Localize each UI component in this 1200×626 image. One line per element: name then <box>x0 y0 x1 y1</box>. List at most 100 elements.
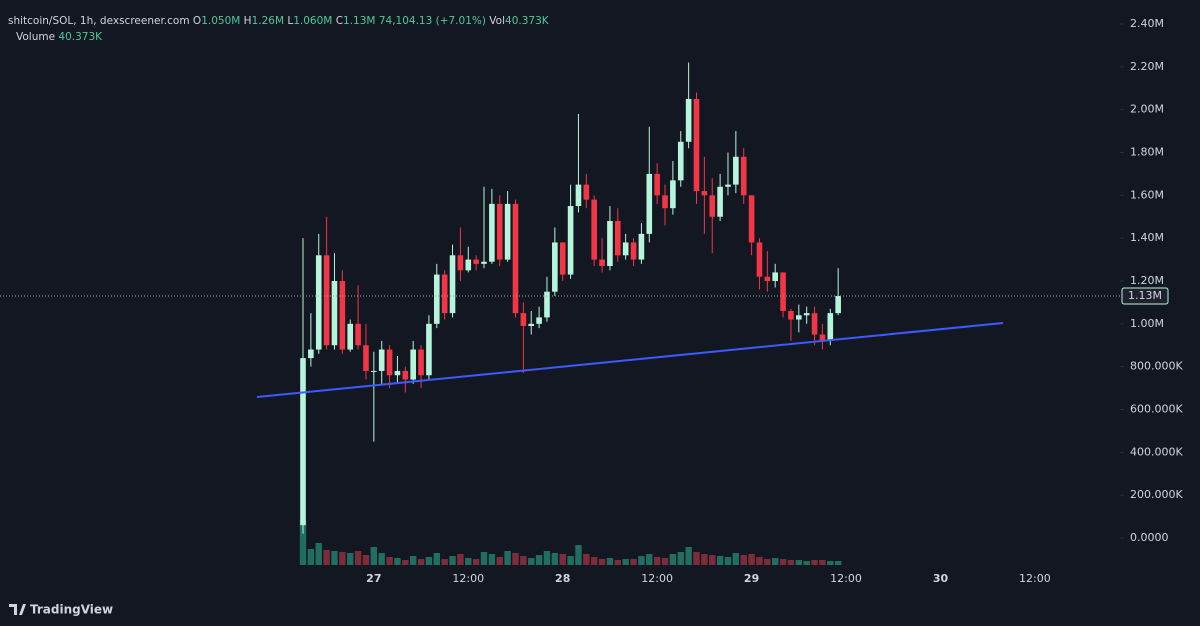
volume-bar <box>331 551 338 565</box>
volume-bar <box>590 557 598 565</box>
candle-body <box>426 323 432 376</box>
y-tick-label: 1.00M <box>1130 317 1164 330</box>
candle-body <box>638 233 645 260</box>
y-tick-label: 1.80M <box>1130 145 1164 158</box>
volume-bar <box>480 552 488 565</box>
candle-body <box>402 370 409 380</box>
candle-body <box>559 242 566 275</box>
candle-body <box>756 242 763 277</box>
volume-bar <box>307 549 315 565</box>
brand-name: TradingView <box>30 603 113 617</box>
close-value: 1.13M <box>343 15 375 27</box>
candle-body <box>552 242 558 292</box>
candle-body <box>725 184 731 187</box>
high-key: H <box>244 15 252 27</box>
last-price-label: 1.13M <box>1128 289 1162 302</box>
x-tick-label: 29 <box>744 572 759 585</box>
candle-body <box>599 259 605 267</box>
volume-bar <box>535 555 543 565</box>
y-tick-label: 200.000K <box>1130 488 1183 501</box>
volume-bar <box>748 554 755 565</box>
volume-bar <box>543 551 551 565</box>
y-tick-label: 1.60M <box>1130 188 1164 201</box>
volume-bar <box>653 557 661 565</box>
candle-body <box>654 173 660 196</box>
candle-body <box>363 345 369 371</box>
candle-body <box>677 141 684 181</box>
candle-body <box>378 349 385 371</box>
volume-bar <box>787 560 795 565</box>
volume-bar <box>598 559 606 565</box>
volume-bar <box>457 554 464 565</box>
y-tick-label: 1.20M <box>1130 274 1164 287</box>
candle-body <box>355 323 361 346</box>
candle-body <box>701 191 708 196</box>
volume-bar <box>614 560 621 565</box>
volume-bar <box>709 555 716 565</box>
candle-body <box>780 272 786 311</box>
candle-body <box>528 323 535 326</box>
candle-body <box>615 221 621 256</box>
candle-body <box>709 195 716 217</box>
candle-body <box>733 156 739 185</box>
candle-body <box>489 203 495 262</box>
x-tick-label: 12:00 <box>641 572 673 585</box>
volume-bar <box>417 559 425 565</box>
volume-bar <box>425 557 433 565</box>
volume-bar <box>488 554 496 565</box>
change-value: 74,104.13 (+7.01%) <box>379 15 486 27</box>
y-tick-label: 1.40M <box>1130 231 1164 244</box>
candle-body <box>449 255 456 314</box>
volume-bar <box>819 560 826 565</box>
vol-key: Vol <box>489 15 505 27</box>
candle-body <box>433 274 440 324</box>
legend-header: shitcoin/SOL, 1h, dexscreener.com O1.050… <box>8 15 550 27</box>
logo-icon <box>9 604 26 615</box>
volume-bar <box>646 554 653 565</box>
candle-body <box>607 221 613 267</box>
volume-bar <box>779 559 787 565</box>
volume-bar <box>323 550 330 565</box>
volume-bar <box>551 553 559 565</box>
candle-body <box>473 259 479 264</box>
volume-bar <box>693 552 700 565</box>
volume-bar <box>724 557 732 565</box>
candle-body <box>819 334 826 341</box>
y-tick-label: 2.20M <box>1130 60 1164 73</box>
volume-bar <box>669 554 677 565</box>
candle-body <box>622 242 629 256</box>
candle-body <box>630 242 637 260</box>
candle-body <box>457 255 464 271</box>
candle-body <box>520 313 527 326</box>
candle-body <box>772 272 778 282</box>
volume-bar <box>567 556 574 565</box>
candle-body <box>835 295 841 314</box>
y-tick-label: 2.40M <box>1130 17 1164 30</box>
candle-body <box>796 315 802 320</box>
volume-bar <box>716 556 724 565</box>
brand-logo: TradingView <box>9 603 113 617</box>
open-value: 1.050M <box>201 15 240 27</box>
candle-body <box>300 358 306 526</box>
volume-bar <box>409 556 417 565</box>
y-tick-label: 400.000K <box>1130 445 1183 458</box>
candle-body <box>347 323 354 350</box>
candle-body <box>717 186 723 217</box>
volume-bar <box>583 554 590 565</box>
candle-body <box>748 195 755 243</box>
volume-bar <box>795 560 803 565</box>
volume-bar <box>465 558 472 565</box>
volume-bar <box>433 553 440 565</box>
candle-body <box>410 349 416 380</box>
volume-bar <box>575 545 582 565</box>
volume-bar <box>520 556 527 565</box>
candle-body <box>394 370 401 376</box>
volume-bar <box>378 553 385 565</box>
low-key: L <box>287 15 293 27</box>
symbol: shitcoin/SOL, 1h, dexscreener.com <box>8 15 190 27</box>
volume-bar <box>394 558 401 565</box>
candle-body <box>740 156 747 196</box>
candle-body <box>496 203 503 260</box>
volume-bar <box>638 556 645 565</box>
